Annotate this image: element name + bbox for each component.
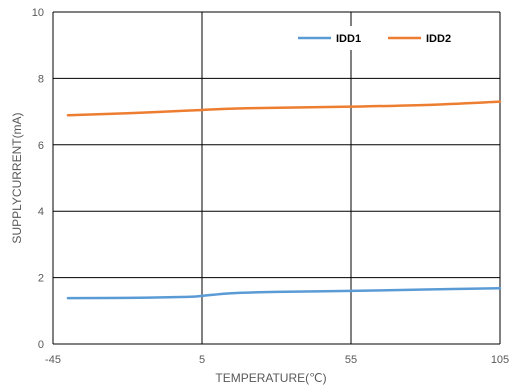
x-axis-title: TEMPERATURE(℃) <box>215 371 326 385</box>
series-line-idd1 <box>66 286 502 300</box>
legend-label-idd2: IDD2 <box>426 33 451 45</box>
y-tick-8: 8 <box>38 73 44 85</box>
y-tick-2: 2 <box>38 273 44 285</box>
x-tick-5: 5 <box>199 354 205 366</box>
legend-label-idd1: IDD1 <box>336 33 361 45</box>
y-tick-4: 4 <box>38 206 44 218</box>
grid-lines <box>52 11 501 345</box>
x-tick--45: -45 <box>45 354 61 366</box>
x-tick-55: 55 <box>345 354 357 366</box>
y-tick-0: 0 <box>38 339 44 351</box>
y-tick-6: 6 <box>38 140 44 152</box>
x-tick-105: 105 <box>491 354 509 366</box>
series-line-idd2 <box>66 100 502 117</box>
legend: IDD1 IDD2 <box>290 26 480 50</box>
y-axis-title: SUPPLYCURRENT(mA) <box>10 112 24 243</box>
series-layer <box>66 100 502 300</box>
y-tick-labels: 0 2 4 6 8 10 <box>32 7 44 351</box>
x-tick-labels: -45 5 55 105 <box>45 354 509 366</box>
y-tick-10: 10 <box>32 7 44 19</box>
